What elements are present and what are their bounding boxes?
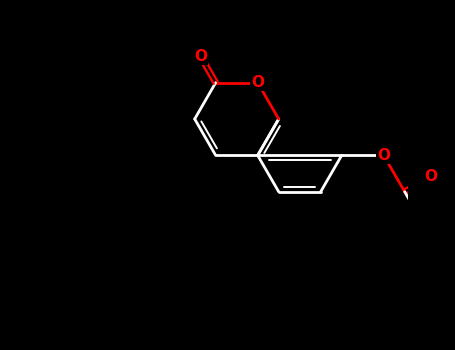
Text: O: O (251, 75, 264, 90)
Text: O: O (194, 49, 207, 64)
Text: O: O (424, 169, 437, 184)
Text: O: O (377, 148, 390, 163)
